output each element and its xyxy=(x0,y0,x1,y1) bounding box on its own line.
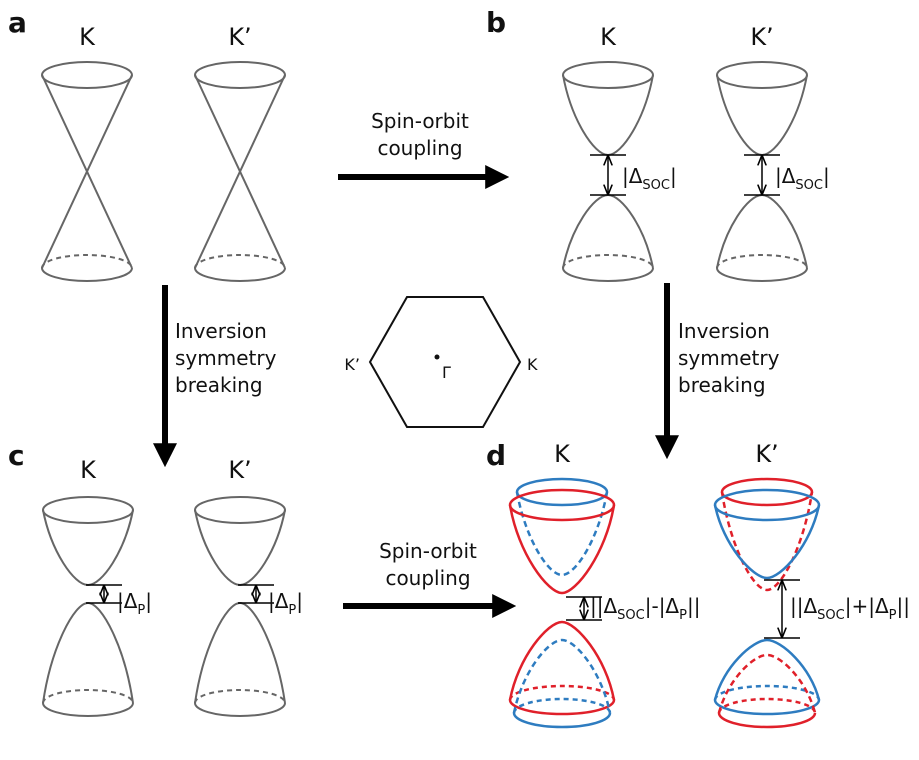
gamma-point xyxy=(435,355,440,360)
brillouin-zone xyxy=(370,297,520,427)
gap-text: |Δ xyxy=(268,589,289,613)
valley-label: K xyxy=(79,23,96,51)
gap-text: | xyxy=(296,589,303,613)
arrow-caption: Spin-orbit coupling xyxy=(379,539,477,590)
subscript: P xyxy=(889,608,897,623)
valley-label: K’ xyxy=(228,456,251,484)
band-edge xyxy=(717,268,807,281)
subscript: P xyxy=(679,608,687,623)
caption-line: symmetry xyxy=(175,346,277,370)
gap-text: |+|Δ xyxy=(845,594,889,618)
band xyxy=(43,510,133,585)
band-edge-hidden xyxy=(563,255,653,268)
band-edge xyxy=(195,62,285,88)
band-edge xyxy=(42,268,132,281)
band-edge xyxy=(42,62,132,88)
panel-label: d xyxy=(486,439,506,472)
arrow-caption: Spin-orbit coupling xyxy=(371,109,469,160)
caption-line: Inversion xyxy=(175,319,267,343)
caption-line: coupling xyxy=(377,136,462,160)
valley-label: K’ xyxy=(228,23,251,51)
band-edge xyxy=(563,268,653,281)
valley-label: K xyxy=(600,23,617,51)
band-edge-hidden xyxy=(510,686,614,700)
arrow-caption: Inversion symmetry breaking xyxy=(175,319,277,397)
band xyxy=(563,195,653,268)
gap-text: ||Δ xyxy=(590,594,617,618)
valley-label: K xyxy=(554,440,571,468)
caption-line: Inversion xyxy=(678,319,770,343)
gap-text: | xyxy=(823,164,830,188)
subscript: P xyxy=(288,603,296,618)
band xyxy=(510,505,614,593)
gap-text: | xyxy=(145,589,152,613)
band-edge xyxy=(43,703,133,716)
band-edge-hidden xyxy=(717,255,807,268)
gap-label: |ΔSOC| xyxy=(622,164,677,193)
gap-text: |Δ xyxy=(775,164,796,188)
band-edge xyxy=(195,703,285,716)
gap-text: |Δ xyxy=(117,589,138,613)
band-edge-hidden xyxy=(43,690,133,703)
caption-line: coupling xyxy=(385,566,470,590)
gap-text: || xyxy=(897,594,910,618)
arrow-caption: Inversion symmetry breaking xyxy=(678,319,780,397)
band xyxy=(43,603,133,703)
caption-line: Spin-orbit xyxy=(379,539,477,563)
band xyxy=(195,603,285,703)
subscript: P xyxy=(137,603,145,618)
panel-label: a xyxy=(8,6,27,39)
gap-label: |ΔSOC| xyxy=(775,164,830,193)
gap-text: | xyxy=(670,164,677,188)
caption-line: breaking xyxy=(678,373,766,397)
band-edge xyxy=(715,700,819,714)
band-edge xyxy=(43,497,133,523)
band-edge-hidden xyxy=(195,255,285,268)
subscript: SOC xyxy=(795,178,823,193)
band xyxy=(722,492,812,590)
gap-text: |-|Δ xyxy=(645,594,680,618)
gap-label: |ΔP| xyxy=(117,589,152,618)
subscript: SOC xyxy=(817,608,845,623)
panel-label: c xyxy=(8,439,25,472)
valley-label: K xyxy=(80,456,97,484)
band-edge xyxy=(195,268,285,281)
subscript: SOC xyxy=(617,608,645,623)
band-edge xyxy=(510,700,614,714)
bz-label: K’ xyxy=(344,355,360,374)
band-edge-hidden xyxy=(715,686,819,700)
band-edge-hidden xyxy=(195,690,285,703)
panel-label: b xyxy=(486,6,506,39)
band xyxy=(717,195,807,268)
band xyxy=(195,510,285,585)
band-edge xyxy=(717,62,807,88)
caption-line: symmetry xyxy=(678,346,780,370)
valley-label: K’ xyxy=(750,23,773,51)
gap-text: |Δ xyxy=(622,164,643,188)
gap-label: ||ΔSOC|-|ΔP|| xyxy=(590,594,700,623)
gap-label: |ΔP| xyxy=(268,589,303,618)
bz-label: Γ xyxy=(442,363,451,382)
gap-text: || xyxy=(687,594,700,618)
subscript: SOC xyxy=(642,178,670,193)
band xyxy=(510,622,614,700)
figure: a b c d K K’ K K’ K K’ K K’ Spin-orbit co… xyxy=(0,0,919,760)
band-edge xyxy=(195,497,285,523)
gap-text: ||Δ xyxy=(790,594,817,618)
caption-line: breaking xyxy=(175,373,263,397)
bz-label: K xyxy=(527,355,538,374)
band-edge xyxy=(563,62,653,88)
gap-label: ||ΔSOC|+|ΔP|| xyxy=(790,594,910,623)
valley-label: K’ xyxy=(755,440,778,468)
caption-line: Spin-orbit xyxy=(371,109,469,133)
band-edge-hidden xyxy=(42,255,132,268)
